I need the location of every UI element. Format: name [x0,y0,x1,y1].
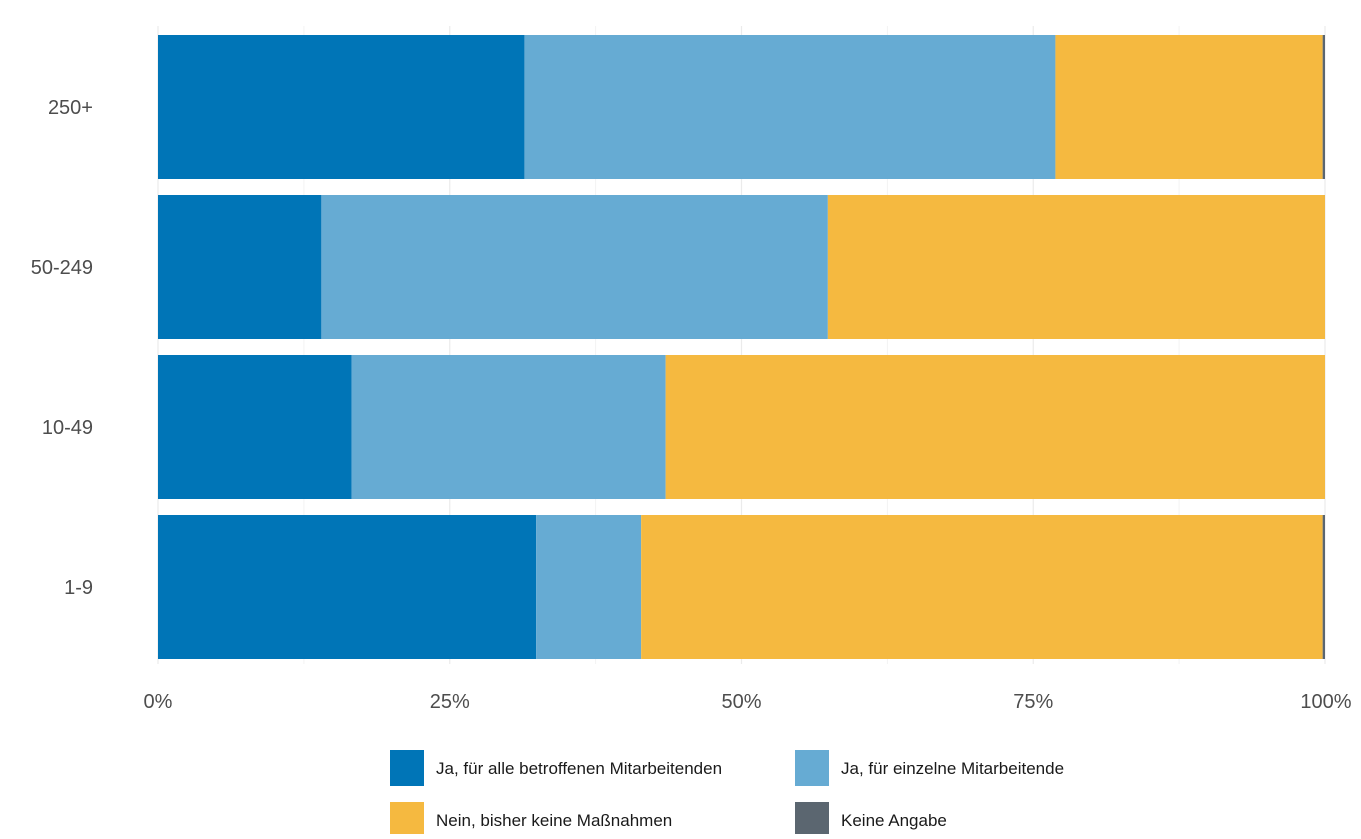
bar-segment [524,35,1056,179]
bar-segment [321,195,828,339]
y-tick-label: 1-9 [64,577,93,599]
legend-key [795,750,829,786]
bar-segment [158,195,322,339]
legend-item: Nein, bisher keine Maßnahmen [390,802,672,838]
legend-item: Ja, für einzelne Mitarbeitende [795,750,1064,786]
y-axis: 250+ 50-249 10-49 1-9 [31,97,93,599]
x-axis: 0% 25% 50% 75% 100% [144,691,1352,713]
bars-layer [158,35,1325,659]
bar-segment [827,195,1325,339]
legend-item: Ja, für alle betroffenen Mitarbeitenden [390,750,722,786]
legend-label: Ja, für einzelne Mitarbeitende [841,759,1064,778]
bar-segment [1322,35,1325,179]
bar-segment [158,35,525,179]
x-tick-label: 100% [1300,691,1351,713]
x-tick-label: 0% [144,691,173,713]
x-tick-label: 75% [1013,691,1053,713]
legend: Ja, für alle betroffenen Mitarbeitenden J… [390,750,1064,838]
legend-key [795,802,829,838]
y-tick-label: 50-249 [31,257,93,279]
x-tick-label: 25% [430,691,470,713]
bar-segment [1322,515,1325,659]
bar-segment [158,355,352,499]
bar-segment [536,515,642,659]
legend-label: Ja, für alle betroffenen Mitarbeitenden [436,759,722,778]
legend-label: Keine Angabe [841,811,947,830]
legend-label: Nein, bisher keine Maßnahmen [436,811,672,830]
y-tick-label: 10-49 [42,417,93,439]
legend-item: Keine Angabe [795,802,947,838]
bar-segment [641,515,1323,659]
bar-segment [351,355,666,499]
bar-segment [158,515,537,659]
bar-segment [665,355,1325,499]
x-tick-label: 50% [721,691,761,713]
legend-key [390,802,424,838]
y-tick-label: 250+ [48,97,93,119]
legend-key [390,750,424,786]
bar-segment [1055,35,1323,179]
